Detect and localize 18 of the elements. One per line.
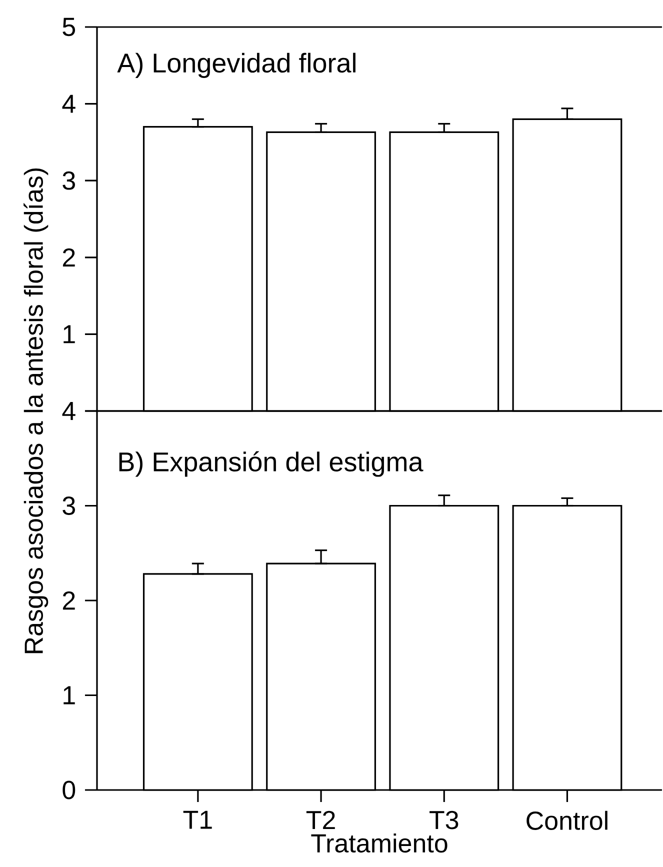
x-axis-title: Tratamiento (311, 833, 448, 853)
y-tick-label: 1 (64, 686, 75, 704)
y-tick-label: 0 (62, 780, 76, 800)
x-tick-label: T1 (183, 810, 212, 829)
y-tick-label: 1 (64, 325, 75, 344)
x-tick-label: T2 (306, 810, 335, 830)
y-tick-label: 4 (62, 402, 76, 420)
text: A) Longevidad floral (117, 52, 356, 78)
text: B) Expansión del estigma (119, 451, 424, 477)
y-tick-label: 5 (62, 18, 76, 36)
x-tick-label: Control (526, 810, 608, 830)
y-tick-label: 3 (62, 171, 75, 190)
y-tick-label: 2 (62, 248, 75, 266)
y-tick-label: 2 (62, 591, 75, 610)
y-tick-label: 4 (62, 94, 76, 113)
x-tick-label: T3 (430, 810, 458, 830)
y-axis-title: Rasgos asociados a la antesis floral (días) (24, 168, 48, 654)
y-tick-label: 3 (62, 496, 75, 515)
